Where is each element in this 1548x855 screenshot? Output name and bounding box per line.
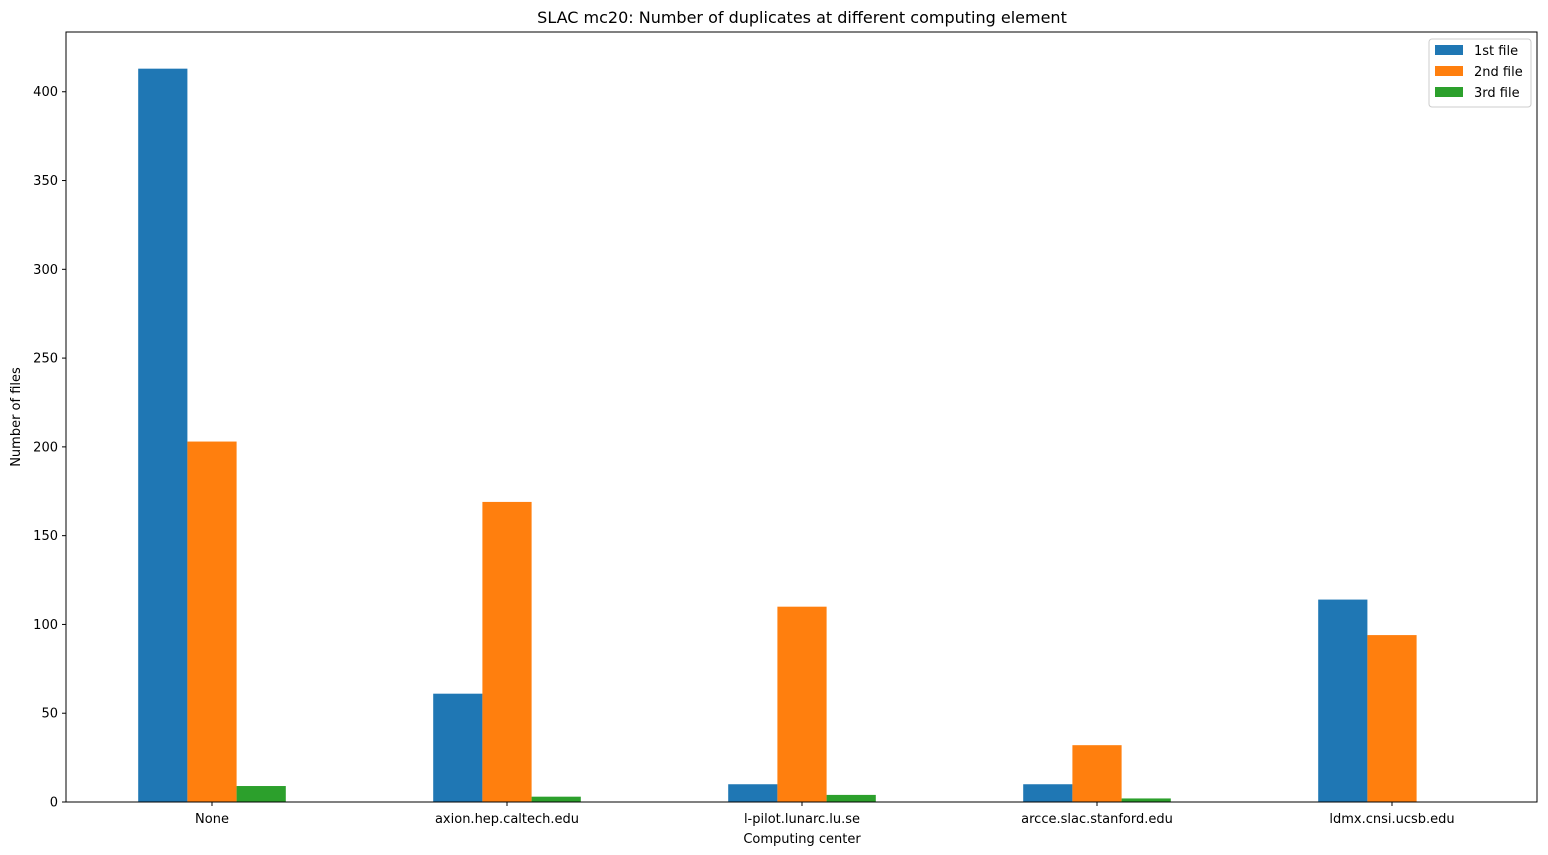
- bar: [1072, 745, 1122, 802]
- bar: [138, 68, 188, 802]
- y-tick-label: 100: [33, 618, 58, 633]
- bar: [433, 693, 483, 802]
- bar: [482, 501, 532, 802]
- y-tick-label: 250: [33, 352, 58, 367]
- y-tick-label: 150: [33, 529, 58, 544]
- bar: [777, 606, 827, 802]
- bar: [1367, 635, 1417, 802]
- x-axis: None axion.hep.caltech.edu l-pilot.lunarc.…: [195, 802, 1455, 827]
- x-tick-label: axion.hep.caltech.edu: [435, 812, 579, 827]
- bar: [1023, 784, 1073, 802]
- bar: [531, 796, 581, 802]
- bars-group: [138, 68, 1417, 802]
- x-axis-label: Computing center: [743, 832, 861, 847]
- bar: [1318, 599, 1368, 802]
- y-axis-label: Number of files: [9, 367, 24, 467]
- y-tick-label: 400: [33, 85, 58, 100]
- x-tick-label: None: [195, 812, 229, 827]
- bar: [187, 441, 237, 802]
- bar: [826, 794, 876, 802]
- legend-swatch: [1435, 45, 1463, 55]
- y-axis: 0 50 100 150 200 250 300 350 400: [33, 85, 66, 811]
- y-tick-label: 350: [33, 174, 58, 189]
- legend-swatch: [1435, 87, 1463, 97]
- y-tick-label: 200: [33, 440, 58, 455]
- bar: [1121, 798, 1171, 802]
- legend-label: 1st file: [1474, 44, 1518, 59]
- legend-swatch: [1435, 66, 1463, 76]
- x-tick-label: l-pilot.lunarc.lu.se: [744, 812, 860, 827]
- bar: [728, 784, 778, 802]
- legend-label: 2nd file: [1474, 65, 1523, 80]
- legend-label: 3rd file: [1474, 86, 1520, 101]
- y-tick-label: 300: [33, 263, 58, 278]
- legend: 1st file 2nd file 3rd file: [1428, 38, 1532, 108]
- x-tick-label: arcce.slac.stanford.edu: [1021, 812, 1173, 827]
- y-tick-label: 50: [41, 707, 58, 722]
- chart-title: SLAC mc20: Number of duplicates at diffe…: [537, 8, 1067, 27]
- y-tick-label: 0: [50, 796, 58, 811]
- bar: [236, 786, 286, 802]
- x-tick-label: ldmx.cnsi.ucsb.edu: [1329, 812, 1454, 827]
